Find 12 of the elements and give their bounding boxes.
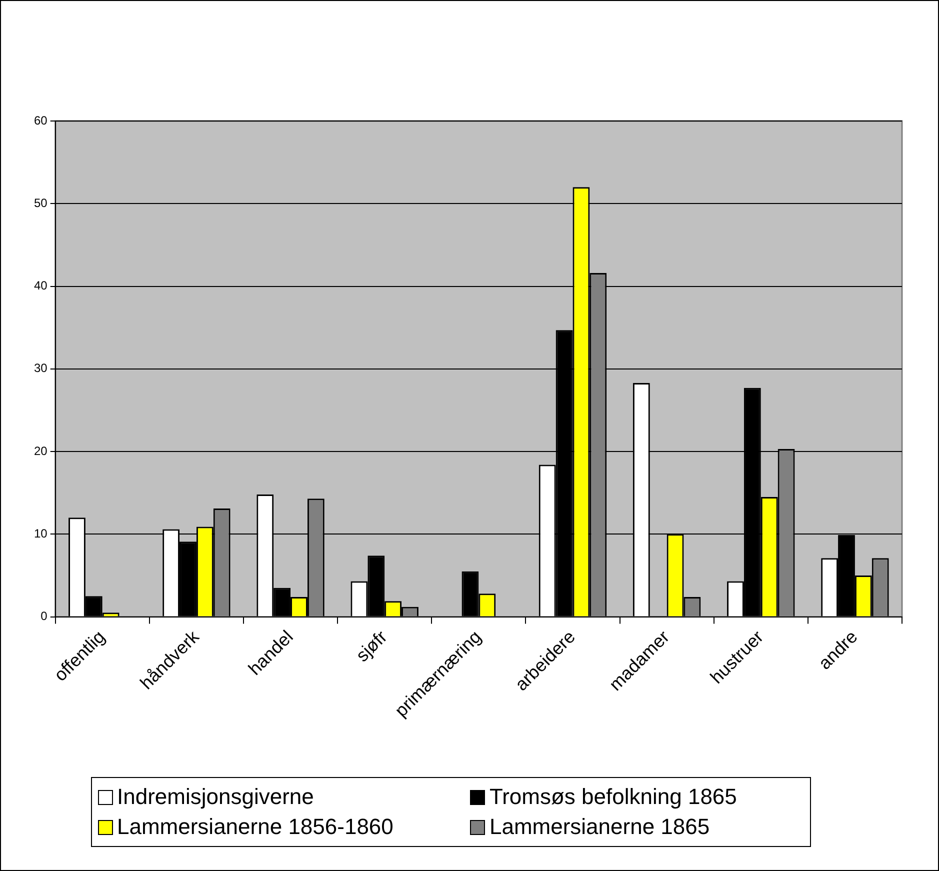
y-tick-label: 40	[34, 278, 48, 293]
legend-label: Indremisjonsgiverne	[117, 783, 314, 811]
y-tick-label: 20	[34, 444, 48, 458]
legend-label: Lammersianerne 1865	[489, 813, 710, 841]
x-tick-label: sjøfr	[352, 626, 391, 666]
y-tick-label: 30	[34, 361, 48, 376]
y-tick-label: 10	[34, 526, 48, 540]
y-tick-label: 50	[34, 196, 48, 210]
y-tick-label: 60	[34, 113, 48, 128]
legend-label: Lammersianerne 1856-1860	[117, 813, 394, 841]
y-tick-label: 0	[40, 609, 48, 624]
legend-label: Tromsøs befolkning 1865	[489, 783, 737, 811]
